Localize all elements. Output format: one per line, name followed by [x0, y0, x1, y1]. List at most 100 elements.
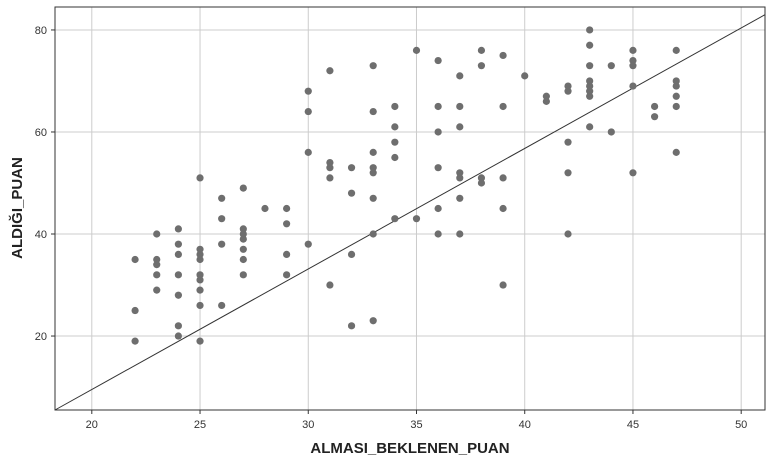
data-point	[153, 261, 161, 269]
data-point	[131, 306, 139, 315]
data-point	[564, 169, 572, 177]
x-tick-label: 30	[302, 419, 314, 431]
data-point	[153, 271, 161, 279]
y-axis-ticks: 20 40 60 80	[35, 25, 55, 343]
data-point	[542, 97, 550, 105]
data-point	[391, 153, 399, 162]
data-point	[477, 46, 486, 54]
x-tick-label: 35	[410, 419, 422, 431]
data-point	[347, 164, 356, 172]
data-point	[434, 56, 442, 65]
data-point	[456, 174, 464, 182]
data-point	[174, 271, 182, 279]
data-point	[369, 230, 377, 238]
data-point	[586, 77, 594, 85]
data-point	[499, 281, 507, 289]
data-point	[239, 230, 247, 238]
data-point	[456, 230, 464, 238]
grid	[55, 7, 765, 410]
data-point	[218, 215, 226, 223]
data-point	[174, 332, 182, 340]
data-point	[521, 72, 529, 80]
data-point	[499, 204, 507, 213]
data-point	[629, 169, 637, 177]
data-point	[651, 102, 659, 111]
plot-frame	[54, 6, 766, 411]
data-point	[586, 41, 594, 49]
data-point	[412, 215, 421, 223]
data-point	[218, 301, 226, 310]
data-point	[369, 107, 377, 116]
data-point	[304, 148, 312, 156]
data-point	[564, 82, 572, 90]
data-point	[586, 123, 594, 131]
data-point	[196, 174, 204, 182]
data-point	[196, 271, 204, 279]
data-point	[542, 92, 550, 100]
data-point	[564, 230, 572, 238]
data-point	[629, 46, 637, 54]
data-point	[153, 255, 161, 264]
data-point	[629, 82, 637, 90]
data-point	[326, 281, 334, 289]
data-point	[304, 240, 312, 248]
data-point	[239, 271, 247, 279]
data-point	[174, 322, 182, 330]
data-point	[174, 250, 182, 259]
data-point	[456, 194, 464, 202]
data-point	[196, 245, 204, 253]
data-point	[369, 62, 377, 70]
data-point	[218, 240, 226, 248]
data-point	[174, 240, 182, 248]
x-tick-label: 20	[86, 419, 98, 431]
data-point	[629, 56, 637, 65]
data-point	[196, 301, 204, 310]
data-point	[369, 164, 377, 172]
x-axis-title: ALMASI_BEKLENEN_PUAN	[310, 440, 509, 457]
data-point	[586, 82, 594, 90]
data-point	[412, 46, 421, 54]
data-point	[456, 169, 464, 177]
data-point	[564, 138, 572, 146]
data-point	[456, 102, 464, 111]
x-tick-label: 40	[519, 419, 531, 431]
data-point	[672, 46, 680, 54]
data-point	[434, 204, 442, 213]
data-point	[564, 87, 572, 95]
data-point	[131, 337, 139, 345]
data-point	[239, 245, 247, 253]
data-point	[391, 123, 399, 131]
data-point	[477, 62, 486, 70]
y-tick-label: 40	[35, 229, 47, 241]
y-tick-label: 20	[35, 331, 47, 343]
y-tick-label: 80	[35, 25, 47, 37]
data-point	[369, 148, 377, 156]
x-axis-ticks: 20 25 30 35 40 45 50	[86, 410, 747, 431]
data-point	[369, 317, 377, 325]
data-point	[261, 204, 269, 213]
data-point	[369, 194, 377, 202]
data-point	[586, 92, 594, 100]
y-tick-label: 60	[35, 127, 47, 139]
data-point	[391, 215, 399, 223]
data-point	[499, 51, 507, 60]
data-point	[434, 164, 442, 172]
data-point	[477, 179, 486, 187]
data-point	[196, 286, 204, 294]
data-point	[672, 92, 680, 100]
data-point	[391, 102, 399, 111]
data-point	[239, 225, 247, 233]
data-point	[196, 250, 204, 259]
data-point	[326, 164, 334, 172]
data-point	[672, 102, 680, 111]
data-point	[239, 235, 247, 243]
data-point	[434, 230, 442, 238]
data-point	[607, 62, 615, 70]
data-point	[153, 230, 161, 238]
data-point	[586, 62, 594, 70]
data-point	[196, 337, 204, 345]
data-point	[196, 276, 204, 284]
data-point	[174, 225, 182, 233]
